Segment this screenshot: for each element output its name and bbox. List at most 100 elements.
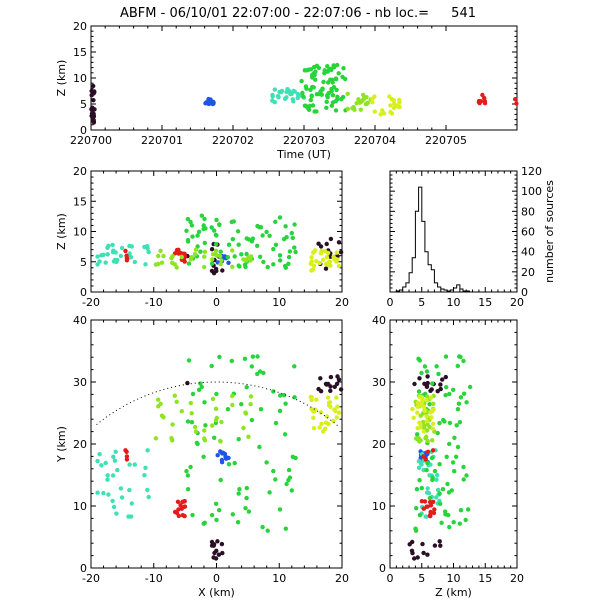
source-point (422, 499, 428, 504)
source-point (308, 97, 313, 103)
source-point (428, 503, 434, 508)
x-tick-label: 0 (213, 572, 220, 585)
source-point (206, 100, 211, 106)
source-point (324, 105, 329, 111)
source-point (243, 257, 248, 263)
source-point (265, 264, 270, 270)
source-point (282, 263, 288, 269)
y-tick-label: 10 (73, 500, 87, 513)
x-tick-label: 220704 (354, 134, 396, 147)
source-point (311, 409, 316, 414)
source-point (464, 473, 469, 478)
source-point (311, 64, 317, 70)
source-point (425, 394, 430, 399)
source-point (202, 436, 207, 441)
source-point (317, 425, 322, 430)
source-point (126, 514, 131, 519)
source-point (230, 264, 235, 269)
source-point (443, 374, 448, 380)
source-point (239, 252, 244, 257)
source-point (217, 508, 222, 513)
x-tick-label: 220705 (425, 134, 467, 147)
source-point (232, 254, 237, 259)
source-point (351, 104, 356, 110)
source-point (202, 264, 207, 270)
source-point (286, 254, 292, 260)
source-point (113, 449, 118, 454)
source-point (220, 550, 225, 556)
x-axis-label: Time (UT) (276, 148, 331, 161)
source-point (201, 454, 206, 459)
source-point (124, 255, 130, 261)
source-point (428, 395, 434, 400)
source-point (255, 354, 260, 359)
source-point (306, 107, 312, 113)
source-point (309, 73, 315, 78)
source-point (178, 503, 183, 508)
source-point (425, 486, 430, 491)
source-point (455, 363, 460, 369)
source-point (328, 388, 333, 393)
x-tick-label: 220703 (283, 134, 325, 147)
source-point (206, 96, 211, 102)
source-point (417, 358, 422, 363)
x-tick-label: -20 (82, 572, 100, 585)
source-point (225, 255, 231, 260)
source-point (249, 364, 254, 369)
source-point (326, 259, 332, 265)
source-point (119, 495, 125, 500)
source-point (114, 511, 119, 516)
source-point (181, 499, 187, 504)
source-point (188, 219, 193, 225)
source-point (286, 467, 292, 473)
source-point (244, 495, 249, 501)
source-point (328, 384, 333, 389)
y-tick-label: 20 (73, 438, 87, 451)
source-point (417, 512, 423, 518)
source-point (314, 397, 319, 402)
y-axis-label: Z (km) (55, 60, 68, 97)
y-axis-label: Y (km) (55, 426, 68, 463)
source-point (435, 473, 440, 478)
source-point (421, 454, 426, 459)
source-point (304, 86, 309, 91)
source-point (216, 552, 222, 557)
source-point (428, 509, 433, 515)
source-point (244, 251, 249, 257)
source-point (292, 364, 297, 369)
source-point (219, 541, 225, 547)
source-point (415, 426, 420, 431)
source-point (431, 510, 437, 516)
source-point (214, 233, 219, 238)
source-point (458, 354, 463, 360)
source-point (328, 374, 334, 380)
y-tick-label: 100 (521, 185, 542, 198)
source-point (345, 91, 350, 97)
y-tick-label: 10 (73, 226, 87, 239)
source-point (190, 391, 196, 397)
source-point (215, 453, 220, 458)
figure-title: ABFM - 06/10/01 22:07:00 - 22:07:06 - nb… (120, 6, 476, 21)
source-point (230, 393, 235, 399)
source-point (446, 490, 452, 495)
source-point (461, 391, 467, 396)
source-point (334, 250, 339, 255)
source-point (458, 395, 464, 400)
x-tick-label: 220702 (212, 134, 254, 147)
source-point (444, 385, 449, 390)
source-point (326, 90, 331, 96)
source-point (230, 512, 235, 517)
source-point (267, 490, 272, 495)
source-point (209, 268, 215, 274)
source-point (190, 512, 195, 518)
source-point (248, 254, 254, 259)
source-point (123, 248, 128, 254)
source-point (422, 381, 427, 386)
source-point (244, 385, 249, 390)
source-point (127, 462, 132, 467)
source-point (345, 106, 350, 112)
source-point (482, 101, 488, 106)
x-tick-label: 5 (418, 572, 425, 585)
source-point (333, 99, 338, 104)
source-point (212, 435, 217, 440)
